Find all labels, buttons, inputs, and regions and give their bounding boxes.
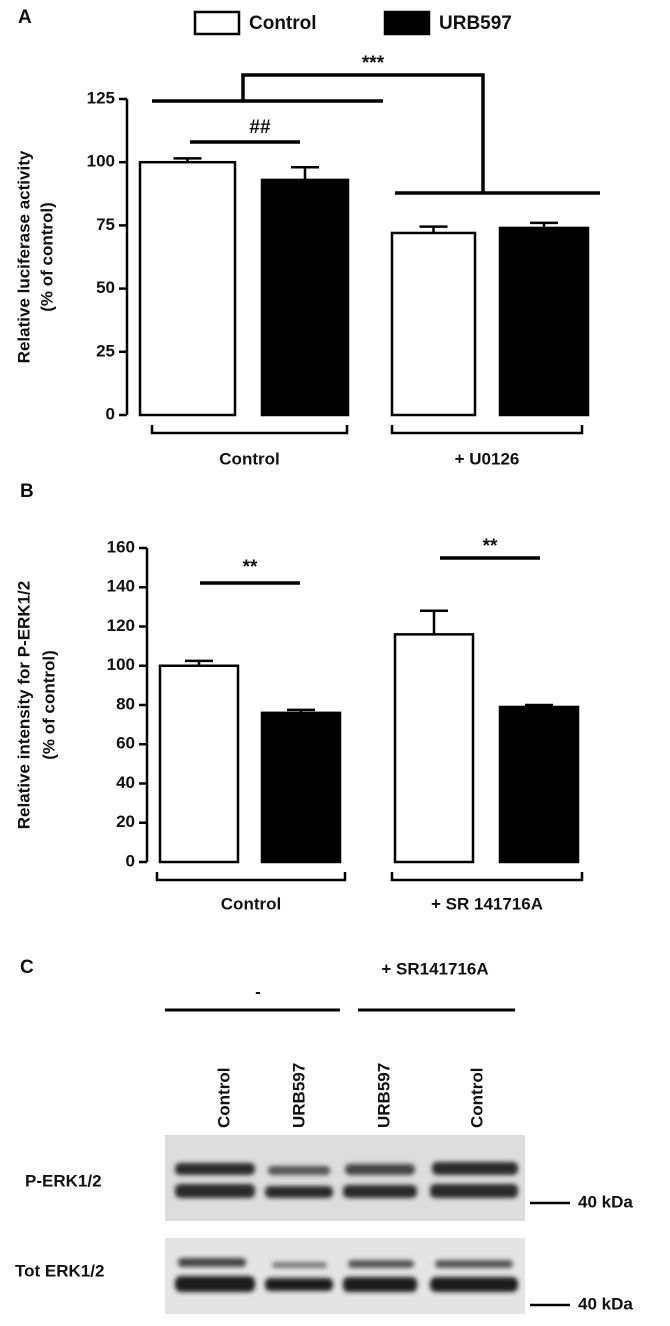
bar bbox=[138, 160, 237, 417]
x-tick-label: + SR 141716A bbox=[431, 894, 543, 913]
y-tick-label: 80 bbox=[116, 694, 135, 713]
lane-label: URB597 bbox=[289, 1063, 308, 1128]
group-bracket bbox=[390, 872, 584, 882]
y-axis-label: (% of control) bbox=[39, 650, 58, 760]
y-tick-label: 25 bbox=[96, 341, 115, 360]
marker-label: 40 kDa bbox=[578, 1192, 633, 1211]
error-bar bbox=[291, 166, 319, 180]
legend-label: URB597 bbox=[439, 13, 512, 34]
legend-swatch bbox=[193, 10, 241, 36]
blot-bands bbox=[175, 1162, 518, 1198]
bar bbox=[498, 226, 590, 417]
legend-label: Control bbox=[249, 13, 317, 34]
blot-bands bbox=[175, 1258, 518, 1292]
bar bbox=[260, 711, 342, 864]
significance-label: ** bbox=[483, 536, 498, 557]
y-tick-label: 125 bbox=[87, 88, 115, 107]
lane-label: URB597 bbox=[374, 1063, 393, 1128]
y-tick-label: 140 bbox=[107, 577, 135, 596]
bar bbox=[390, 231, 477, 417]
group-label: - bbox=[255, 982, 261, 1001]
y-tick-label: 100 bbox=[87, 152, 115, 171]
y-tick-label: 0 bbox=[106, 404, 115, 423]
panel-label: B bbox=[20, 481, 34, 502]
group-bracket bbox=[390, 425, 584, 435]
y-tick-label: 75 bbox=[96, 215, 115, 234]
panel-label: A bbox=[18, 7, 32, 28]
lane-label: Control bbox=[467, 1068, 486, 1128]
group-label: + SR141716A bbox=[381, 959, 488, 978]
y-tick-label: 160 bbox=[107, 537, 135, 556]
y-tick-label: 120 bbox=[107, 616, 135, 635]
x-tick-label: + U0126 bbox=[455, 449, 520, 468]
panel-label: C bbox=[20, 957, 34, 978]
x-tick-label: Control bbox=[221, 894, 281, 913]
row-label: P-ERK1/2 bbox=[25, 1171, 102, 1190]
y-tick-label: 0 bbox=[126, 851, 135, 870]
bar bbox=[498, 705, 580, 864]
y-tick-label: 60 bbox=[116, 734, 135, 753]
lane-label: Control bbox=[214, 1068, 233, 1128]
error-bar bbox=[420, 609, 448, 635]
bar bbox=[260, 178, 350, 417]
significance-label: ## bbox=[249, 117, 271, 138]
bar bbox=[158, 664, 240, 864]
x-tick-label: Control bbox=[219, 449, 279, 468]
bar bbox=[393, 633, 475, 864]
y-tick-label: 20 bbox=[116, 812, 135, 831]
y-axis-label: Relative intensity for P-ERK1/2 bbox=[14, 581, 33, 829]
y-tick-label: 100 bbox=[107, 655, 135, 674]
marker-label: 40 kDa bbox=[578, 1294, 633, 1313]
significance-line bbox=[152, 73, 600, 195]
significance-label: ** bbox=[243, 557, 258, 578]
legend-swatch bbox=[383, 10, 431, 36]
significance-label: *** bbox=[362, 53, 385, 74]
y-tick-label: 40 bbox=[116, 773, 135, 792]
group-bracket bbox=[155, 872, 347, 882]
group-bracket bbox=[150, 425, 349, 435]
row-label: Tot ERK1/2 bbox=[15, 1261, 104, 1280]
blot-image bbox=[165, 1135, 525, 1221]
y-axis-label: (% of control) bbox=[37, 202, 56, 312]
y-axis-label: Relative luciferase activity bbox=[14, 150, 33, 363]
y-tick-label: 50 bbox=[96, 278, 115, 297]
